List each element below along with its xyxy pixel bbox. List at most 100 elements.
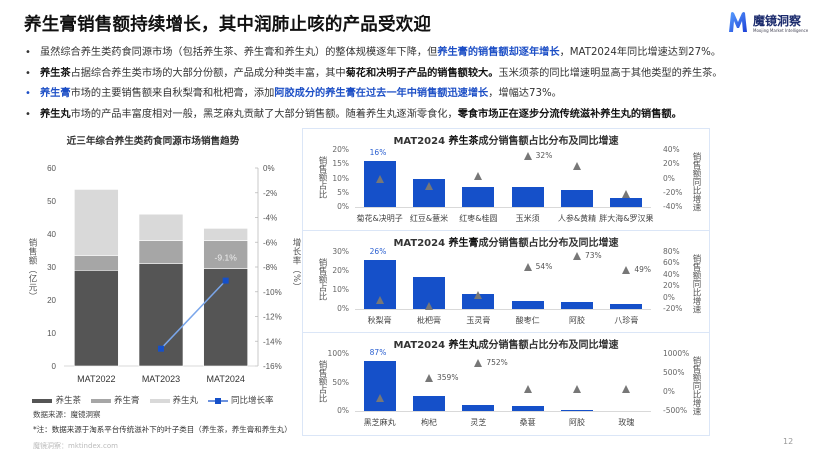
- growth-triangle-icon: [425, 374, 433, 383]
- y-tick: 100%: [327, 349, 349, 358]
- growth-triangle-icon: [523, 151, 532, 160]
- footer-watermark: 魔镜洞察：mktindex.com: [33, 442, 118, 450]
- legend-label: 养生茶: [55, 396, 81, 406]
- bullet-text: 市场的产品丰富度相对一般，黑芝麻丸贡献了大部分销售额。随着养生丸逐渐零食化，: [70, 108, 458, 120]
- y-right-tick: 0%: [663, 173, 675, 183]
- legend-swatch-icon: [32, 398, 53, 403]
- bar-value-label: 87%: [369, 348, 387, 358]
- x-axis-line: [355, 207, 651, 208]
- growth-label: 49%: [634, 264, 651, 274]
- share-bar: [561, 189, 593, 207]
- svg-text:30: 30: [47, 263, 56, 272]
- share-bar: [462, 293, 495, 309]
- growth-label: 752%: [486, 358, 508, 368]
- y-tick: 5%: [337, 187, 349, 197]
- left-chart: 近三年综合养生类药食同源市场销售趋势 60 50 40 30 20 10 0 0% -2% -4%…: [20, 128, 301, 428]
- title-suffix: 成分销售额占比分布及同比增速: [478, 340, 619, 351]
- y-axis-right-title: 销售额同比增速: [691, 152, 701, 212]
- page-title: 养生膏销售额持续增长，其中润肺止咳的产品受欢迎: [24, 15, 432, 35]
- bullet-dot-icon: •: [25, 67, 31, 79]
- y-tick: 0%: [337, 202, 349, 211]
- category-label: 八珍膏: [614, 316, 639, 325]
- y-right-tick: -500%: [663, 406, 688, 415]
- svg-text:0%: 0%: [263, 164, 275, 173]
- bullet-item: • 养生膏市场的主要销售额来自秋梨膏和枇杷膏，添加阿胶成分的养生膏在过去一年中销售…: [22, 84, 812, 105]
- growth-label: 359%: [437, 373, 459, 383]
- share-bar: [610, 198, 643, 207]
- growth-triangle-icon: [375, 296, 384, 305]
- y-tick: 10%: [332, 285, 349, 294]
- panel-title: MAT2024 养生茶成分销售额占比分布及同比增速: [303, 132, 709, 147]
- x-axis-line: [355, 309, 651, 310]
- svg-text:-14%: -14%: [263, 337, 282, 346]
- y-right-tick: 0%: [663, 292, 675, 302]
- bar-value-label: 16%: [369, 148, 387, 158]
- svg-text:10: 10: [47, 329, 56, 338]
- bullet-text: 养生膏的销售额却逐年增长: [437, 47, 560, 58]
- bullet-item: • 虽然综合养生类药食同源市场（包括养生茶、养生膏和养生丸）的整体规模逐年下降，但…: [22, 43, 812, 64]
- share-bar: [363, 161, 396, 207]
- svg-text:-9.1%: -9.1%: [215, 253, 238, 263]
- title-highlight: 养生茶: [448, 136, 479, 147]
- y-axis-right-title: 销售额同比增速: [691, 356, 701, 416]
- y-right-tick: 500%: [663, 368, 685, 377]
- bullet-text: 零食市场正在逐步分流传统滋补养生丸的销售额。: [457, 108, 682, 120]
- svg-text:-2%: -2%: [263, 189, 277, 198]
- share-bar: [610, 304, 643, 309]
- left-chart-title: 近三年综合养生类药食同源市场销售趋势: [66, 136, 240, 147]
- growth-label: 73%: [585, 250, 602, 260]
- bullet-text: 玉米须茶的同比增速明显高于其他类型的养生茶。: [498, 67, 723, 79]
- y-tick: 20%: [332, 266, 349, 275]
- svg-text:60: 60: [47, 164, 56, 173]
- category-label: 阿胶: [569, 418, 585, 427]
- growth-triangle-icon: [573, 251, 581, 260]
- y-axis-title: 销售额占比: [317, 360, 327, 403]
- category-label: 枇杷膏: [417, 316, 441, 325]
- y-axis-title: 销售额（亿元）: [27, 238, 37, 301]
- y-tick: 30%: [332, 247, 349, 256]
- bullet-list: • 虽然综合养生类药食同源市场（包括养生茶、养生膏和养生丸）的整体规模逐年下降，但…: [22, 43, 812, 125]
- category-label: 玉灵膏: [466, 316, 491, 325]
- category-label: 胖大海&罗汉果: [599, 214, 654, 223]
- bullet-text: 阿胶成分的养生膏在过去一年中销售额迅速增长: [274, 88, 489, 99]
- logo: 魔镜洞察 Moojing Market Intelligence: [727, 8, 813, 38]
- legend-item: 养生丸: [149, 394, 198, 406]
- bullet-text: 市场的主要销售额来自秋梨膏和枇杷膏，添加: [70, 88, 275, 99]
- svg-text:-10%: -10%: [263, 288, 282, 297]
- svg-text:MAT2023: MAT2023: [142, 374, 180, 384]
- legend-swatch-icon: [90, 398, 111, 403]
- share-bar: [511, 406, 544, 411]
- bullet-text: 菊花和决明子产品的销售额较大。: [345, 67, 499, 79]
- panel-title: MAT2024 养生丸成分销售额占比分布及同比增速: [303, 336, 709, 351]
- category-label: 玫瑰: [618, 418, 635, 427]
- share-bar: [511, 187, 544, 207]
- svg-text:20: 20: [47, 296, 56, 305]
- logo-subtitle: Moojing Market Intelligence: [753, 28, 809, 33]
- bullet-dot-icon: •: [25, 47, 31, 58]
- bullet-item: • 养生丸市场的产品丰富度相对一般，黑芝麻丸贡献了大部分销售额。随着养生丸逐渐零食…: [22, 105, 812, 126]
- panel-title: MAT2024 养生膏成分销售额占比分布及同比增速: [303, 234, 709, 249]
- growth-triangle-icon: [523, 262, 532, 271]
- bullet-text: 占据综合养生类市场的大部分份额，产品成分种类丰富，其中: [70, 67, 346, 79]
- category-label: 秋梨膏: [367, 316, 392, 325]
- share-bar: [561, 409, 593, 411]
- title-suffix: 成分销售额占比分布及同比增速: [478, 238, 619, 249]
- y-axis-right-title: 销售额同比增速: [691, 254, 701, 314]
- data-note: *注：数据来源于淘系平台传统滋补下的叶子类目（养生茶，养生膏和养生丸）: [33, 425, 292, 434]
- bullet-text: 养生膏: [40, 88, 71, 99]
- category-label: 酸枣仁: [515, 316, 540, 325]
- svg-text:-16%: -16%: [263, 362, 282, 371]
- title-highlight: 养生丸: [448, 340, 479, 351]
- share-bar: [462, 187, 495, 207]
- growth-triangle-icon: [622, 190, 631, 199]
- svg-text:-12%: -12%: [263, 313, 282, 322]
- y-right-tick: 40%: [663, 145, 680, 154]
- category-label: 枸杞: [421, 418, 437, 427]
- y-tick: 10%: [332, 173, 349, 183]
- growth-triangle-icon: [573, 384, 581, 393]
- y-axis-right-title: 增长率（%）: [291, 238, 301, 292]
- growth-label: 54%: [535, 261, 553, 271]
- title-prefix: MAT2024: [393, 136, 449, 147]
- legend-label: 养生膏: [113, 396, 140, 406]
- legend-item: 同比增长率: [208, 394, 274, 406]
